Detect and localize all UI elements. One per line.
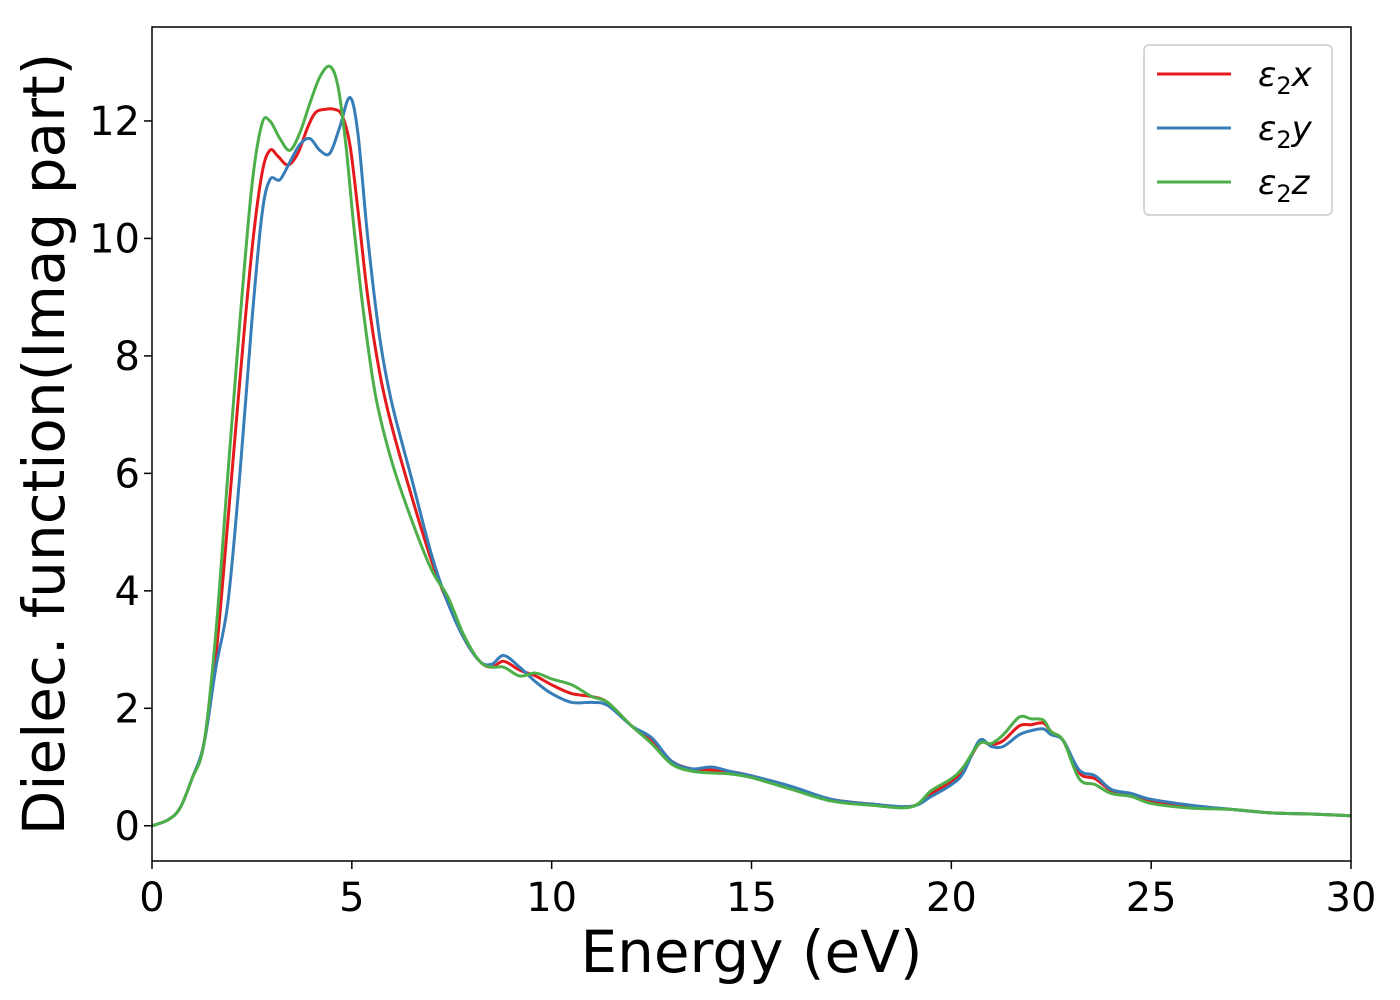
series-line-z (152, 64, 1351, 828)
x-tick-label: 15 (726, 875, 777, 921)
y-tick-label: 8 (115, 334, 140, 380)
series-line-y (152, 95, 1351, 828)
y-axis-ticks: 0 2 4 6 8 10 12 (89, 99, 152, 850)
x-axis-ticks: 0 5 10 15 20 25 30 (139, 861, 1376, 921)
x-tick-label: 25 (1126, 875, 1177, 921)
legend: ε2x ε2y ε2z (1143, 44, 1333, 216)
x-axis-label: Energy (eV) (580, 918, 922, 986)
y-tick-label: 6 (115, 451, 140, 497)
legend-label-x: ε2x (1258, 55, 1313, 100)
legend-box (1143, 44, 1333, 216)
x-tick-label: 0 (139, 875, 164, 921)
legend-label-y: ε2y (1258, 109, 1313, 154)
series-line-x (152, 107, 1351, 828)
legend-label-z: ε2z (1258, 163, 1311, 208)
y-tick-label: 4 (115, 569, 140, 615)
x-tick-label: 5 (339, 875, 364, 921)
x-tick-label: 30 (1326, 875, 1377, 921)
y-tick-label: 2 (115, 686, 140, 732)
x-tick-label: 10 (526, 875, 577, 921)
y-tick-label: 10 (89, 216, 140, 262)
x-tick-label: 20 (926, 875, 977, 921)
y-tick-label: 12 (89, 99, 140, 145)
y-axis-label: Dielec. function(Imag part) (10, 53, 78, 836)
series-lines (152, 64, 1351, 828)
y-tick-label: 0 (115, 804, 140, 850)
